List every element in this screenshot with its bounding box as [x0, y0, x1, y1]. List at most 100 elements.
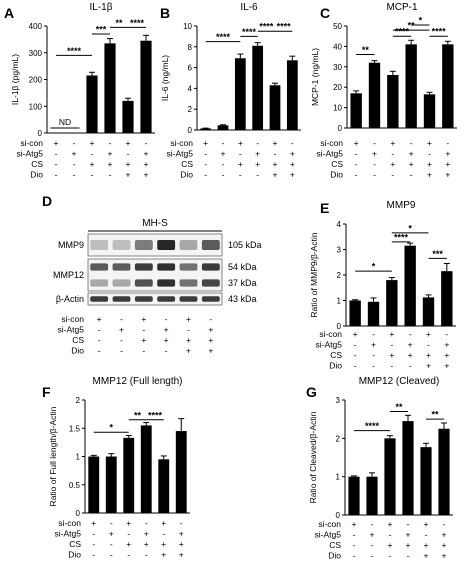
treatment-sign: - [109, 138, 112, 148]
y-tick-label: 50 [333, 22, 342, 31]
treatment-sign: + [273, 138, 278, 148]
blot-band [134, 263, 153, 271]
treatment-sign: + [424, 551, 429, 561]
treatment-sign: - [410, 138, 413, 148]
significance-label: **** [67, 46, 82, 56]
y-tick-label: 2 [76, 396, 81, 405]
y-tick-label: 6 [188, 64, 193, 73]
treatment-sign: + [108, 149, 113, 159]
chart-title: MMP12 (Full length) [92, 376, 182, 387]
bar [423, 94, 436, 128]
treatment-sign: + [388, 540, 393, 550]
significance-label: ** [115, 18, 123, 28]
treatment-sign: - [98, 346, 101, 356]
treatment-sign: + [408, 340, 413, 350]
treatment-sign: - [372, 361, 375, 371]
treatment-label: CS [331, 159, 343, 169]
treatment-sign: - [162, 529, 165, 539]
y-tick-label: 8 [188, 43, 193, 52]
y-tick-label: 30 [333, 63, 342, 72]
significance-label: ** [431, 410, 439, 420]
treatment-sign: + [179, 539, 184, 549]
bar [140, 40, 152, 133]
chart-title: MMP12 (Cleaved) [359, 376, 440, 387]
treatment-sign: - [256, 138, 259, 148]
treatment-sign: + [126, 539, 131, 549]
treatment-sign: + [444, 350, 449, 360]
treatment-sign: + [372, 149, 377, 159]
significance-label: **** [365, 421, 380, 431]
treatment-sign: - [372, 329, 375, 339]
treatment-sign: + [144, 170, 149, 180]
treatment-sign: + [426, 361, 431, 371]
blot-band [179, 263, 198, 271]
treatment-sign: - [427, 340, 430, 350]
treatment-sign: - [145, 518, 148, 528]
treatment-sign: + [409, 149, 414, 159]
treatment-sign: + [255, 149, 260, 159]
treatment-sign: + [72, 149, 77, 159]
significance-label: **** [259, 22, 274, 32]
treatment-sign: + [389, 350, 394, 360]
treatment-sign: - [353, 540, 356, 550]
treatment-label: si-Atg5 [317, 149, 344, 159]
treatment-label: Dio [68, 550, 81, 560]
bar [217, 125, 229, 130]
significance-label: **** [216, 32, 231, 42]
y-tick-label: 0 [76, 509, 81, 518]
bar [140, 425, 152, 513]
blot-band [157, 240, 176, 250]
treatment-sign: - [204, 149, 207, 159]
treatment-sign: + [186, 346, 191, 356]
treatment-sign: - [390, 361, 393, 371]
chart-title: MCP-1 [386, 2, 418, 13]
chart-title: MMP9 [387, 200, 416, 211]
treatment-sign: - [92, 539, 95, 549]
y-tick-label: 0 [188, 126, 193, 135]
treatment-sign: + [238, 159, 243, 169]
treatment-label: si-con [20, 138, 43, 148]
blot-band [90, 263, 109, 271]
treatment-sign: + [126, 159, 131, 169]
significance-label: * [419, 15, 423, 25]
blot-band [157, 296, 176, 302]
treatment-sign: + [208, 325, 213, 335]
y-axis-label: Ratio of Full length/β-Actin [48, 406, 58, 506]
y-tick-label: 0 [38, 129, 43, 138]
blot-band [201, 240, 220, 250]
y-tick-label: 20 [333, 83, 342, 92]
treatment-label: si-con [170, 138, 193, 148]
treatment-sign: - [410, 170, 413, 180]
bar [405, 44, 417, 128]
bar [441, 271, 453, 326]
treatment-sign: - [204, 159, 207, 169]
treatment-sign: - [222, 138, 225, 148]
y-tick-label: 1 [76, 453, 81, 462]
treatment-sign: - [354, 340, 357, 350]
treatment-sign: + [208, 335, 213, 345]
bar [366, 476, 378, 515]
blot-row-label: β-Actin [56, 294, 84, 304]
treatment-sign: + [427, 170, 432, 180]
treatment-label: si-Atg5 [58, 325, 85, 335]
y-tick-label: 2 [336, 434, 341, 443]
treatment-sign: + [179, 529, 184, 539]
y-tick-label: 3 [336, 396, 341, 405]
treatment-sign: - [373, 159, 376, 169]
treatment-sign: - [73, 159, 76, 169]
treatment-sign: - [165, 346, 168, 356]
treatment-label: si-con [58, 518, 81, 528]
treatment-sign: + [90, 138, 95, 148]
y-axis-label: IL-6 (ng/mL) [160, 55, 170, 101]
treatment-label: Dio [180, 170, 193, 180]
treatment-sign: - [371, 540, 374, 550]
treatment-sign: + [445, 170, 450, 180]
treatment-sign: - [73, 170, 76, 180]
bar [368, 62, 381, 128]
treatment-sign: - [391, 170, 394, 180]
treatment-sign: + [406, 540, 411, 550]
treatment-sign: - [110, 518, 113, 528]
chart-title: IL-6 [240, 2, 258, 13]
blot-band [201, 296, 220, 302]
